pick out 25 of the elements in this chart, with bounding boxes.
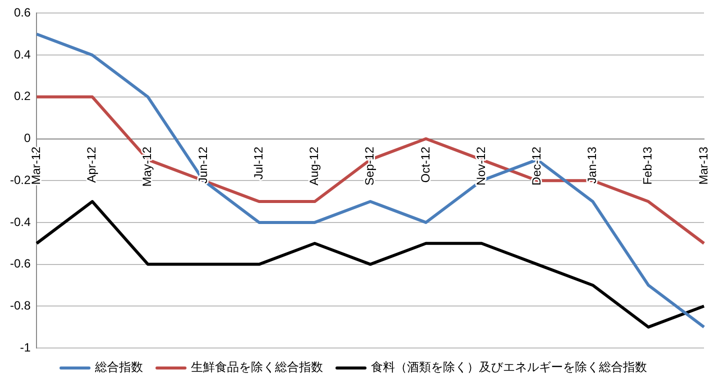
y-tick-label: -0.4 — [10, 214, 31, 229]
legend-label: 食料（酒類を除く）及びエネルギーを除く総合指数 — [371, 360, 647, 374]
x-tick-label: Apr-12 — [84, 146, 99, 183]
x-tick-label: Dec-12 — [529, 146, 544, 186]
y-tick-label: -0.8 — [10, 298, 31, 312]
y-tick-label: 0 — [24, 131, 31, 146]
x-tick-label: Mar-13 — [696, 146, 710, 185]
legend-label: 生鮮食品を除く総合指数 — [191, 360, 323, 374]
y-tick-label: 0.2 — [14, 89, 31, 104]
y-tick-label: 0.4 — [14, 47, 31, 62]
y-tick-label: -0.2 — [10, 172, 31, 187]
x-tick-label: Feb-13 — [640, 146, 655, 185]
x-tick-label: Jan-13 — [585, 146, 600, 184]
x-tick-label: Jul-12 — [251, 146, 266, 180]
x-tick-label: Sep-12 — [362, 146, 377, 186]
x-tick-label: Oct-12 — [418, 146, 432, 183]
y-tick-label: -0.6 — [10, 256, 31, 271]
x-tick-label: Jun-12 — [196, 146, 210, 184]
legend-label: 総合指数 — [94, 360, 143, 374]
y-tick-label: -1 — [20, 340, 31, 354]
x-tick-label: May-12 — [140, 146, 154, 187]
x-tick-label: Aug-12 — [307, 146, 322, 186]
x-tick-label: Mar-12 — [28, 146, 43, 185]
y-tick-label: 0.6 — [14, 6, 31, 20]
x-tick-label: Nov-12 — [474, 146, 488, 186]
